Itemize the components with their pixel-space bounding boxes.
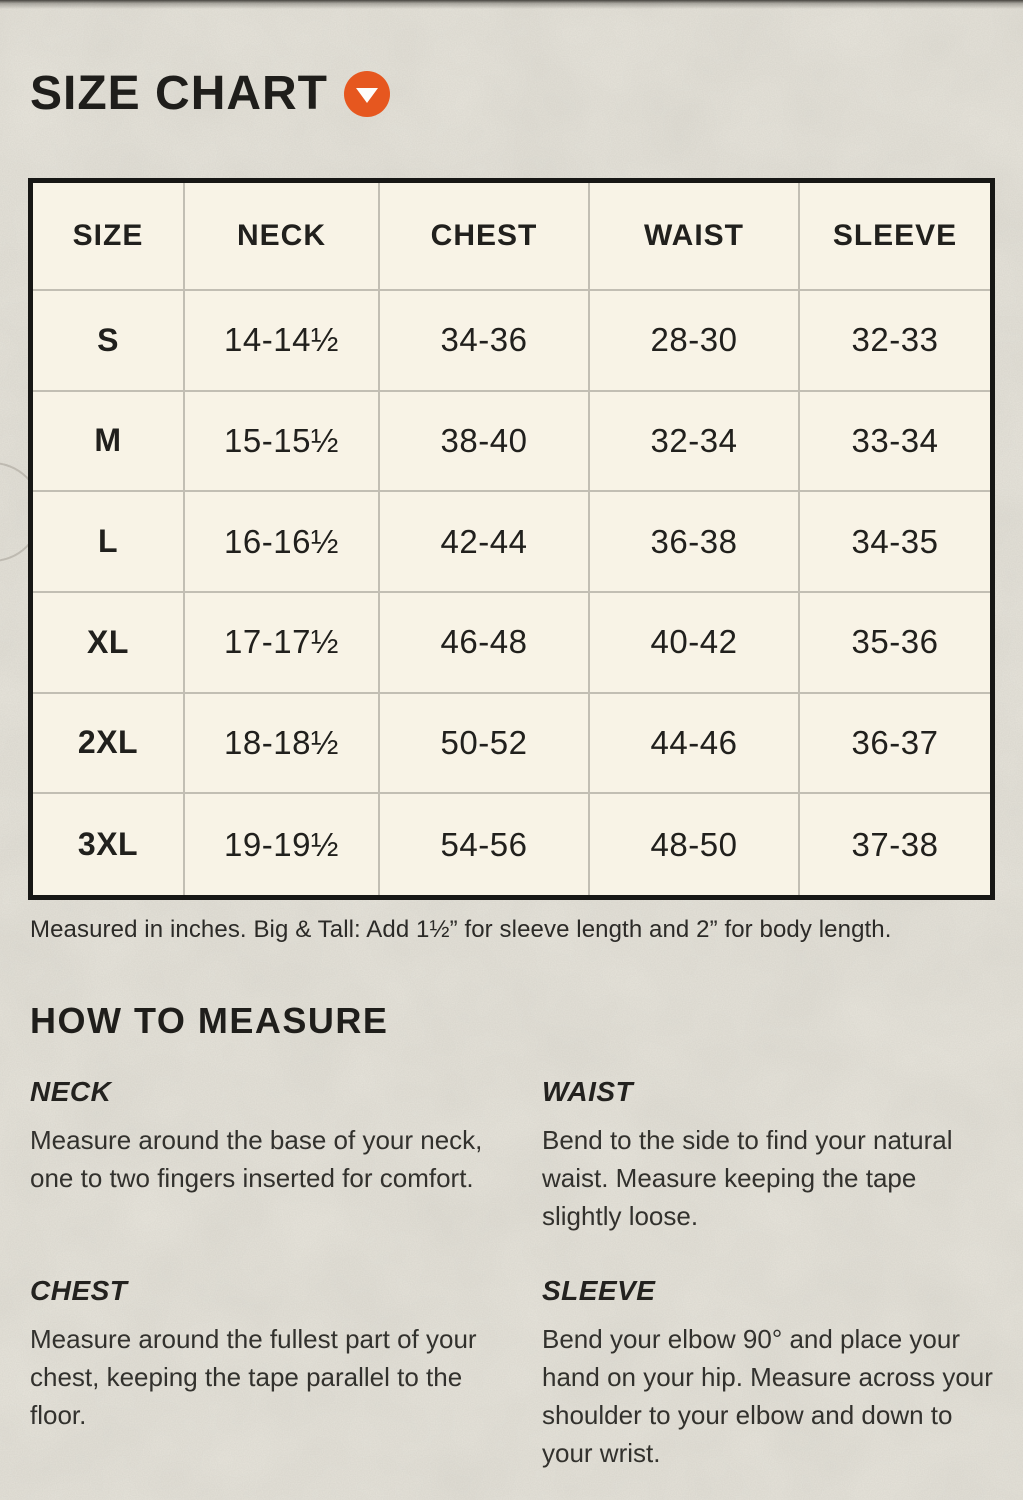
section-label: NECK: [30, 1076, 112, 1107]
disclosure-toggle-icon[interactable]: [344, 70, 390, 117]
page-title: SIZE CHART: [30, 67, 328, 120]
table-cell: 40-42: [590, 592, 800, 694]
table-cell: 32-33: [800, 291, 990, 392]
section-text: Measure around the base of your neck, on…: [30, 1125, 483, 1193]
table-cell: 42-44: [380, 492, 590, 593]
table-cell: 44-46: [590, 693, 800, 795]
size-table: SIZE NECK CHEST WAIST SLEEVE S 14-14½ 34…: [28, 178, 995, 900]
table-cell: 35-36: [800, 593, 990, 694]
table-cell: 17-17½: [185, 592, 380, 694]
table-cell: 2XL: [33, 693, 185, 795]
table-cell: M: [33, 391, 185, 493]
table-cell: 36-37: [800, 694, 990, 795]
table-cell: 18-18½: [185, 693, 380, 795]
section-text: Bend to the side to find your natural wa…: [542, 1125, 953, 1231]
section-text: Bend your elbow 90° and place your hand …: [542, 1324, 993, 1468]
table-cell: 15-15½: [185, 391, 380, 493]
measure-sections: NECK Measure around the base of your nec…: [30, 1076, 993, 1472]
table-cell: 28-30: [590, 291, 800, 392]
measure-section-sleeve: SLEEVE Bend your elbow 90° and place you…: [542, 1275, 993, 1472]
table-cell: 16-16½: [185, 492, 380, 593]
measure-section-neck: NECK Measure around the base of your nec…: [30, 1076, 502, 1235]
table-cell: L: [33, 492, 185, 593]
column-header-neck: NECK: [185, 183, 380, 291]
table-cell: 54-56: [380, 794, 590, 895]
section-label: CHEST: [30, 1275, 128, 1306]
table-cell: 3XL: [33, 794, 185, 895]
section-label: SLEEVE: [542, 1275, 656, 1306]
table-cell: 14-14½: [185, 291, 380, 392]
measure-section-chest: CHEST Measure around the fullest part of…: [30, 1275, 502, 1472]
table-cell: 38-40: [380, 391, 590, 493]
column-header-chest: CHEST: [380, 183, 590, 291]
section-label: WAIST: [542, 1076, 634, 1107]
table-cell: 46-48: [380, 592, 590, 694]
table-cell: XL: [33, 592, 185, 694]
table-cell: 48-50: [590, 794, 800, 895]
column-header-sleeve: SLEEVE: [800, 183, 990, 291]
table-cell: 32-34: [590, 391, 800, 493]
table-cell: S: [33, 291, 185, 392]
column-header-size: SIZE: [33, 183, 185, 291]
titlebar: SIZE CHART: [30, 66, 390, 121]
table-cell: 34-35: [800, 492, 990, 593]
table-cell: 50-52: [380, 693, 590, 795]
section-text: Measure around the fullest part of your …: [30, 1324, 477, 1430]
table-cell: 34-36: [380, 291, 590, 392]
how-to-measure-title: HOW TO MEASURE: [30, 1000, 389, 1041]
table-cell: 36-38: [590, 492, 800, 593]
triangle-down-icon: [356, 88, 378, 103]
table-footnote: Measured in inches. Big & Tall: Add 1½” …: [30, 916, 892, 943]
table-cell: 37-38: [851, 825, 939, 863]
table-cell: 19-19½: [185, 794, 380, 895]
measure-section-waist: WAIST Bend to the side to find your natu…: [542, 1076, 993, 1235]
table-cell: 33-34: [800, 392, 990, 493]
column-header-waist: WAIST: [590, 183, 800, 291]
